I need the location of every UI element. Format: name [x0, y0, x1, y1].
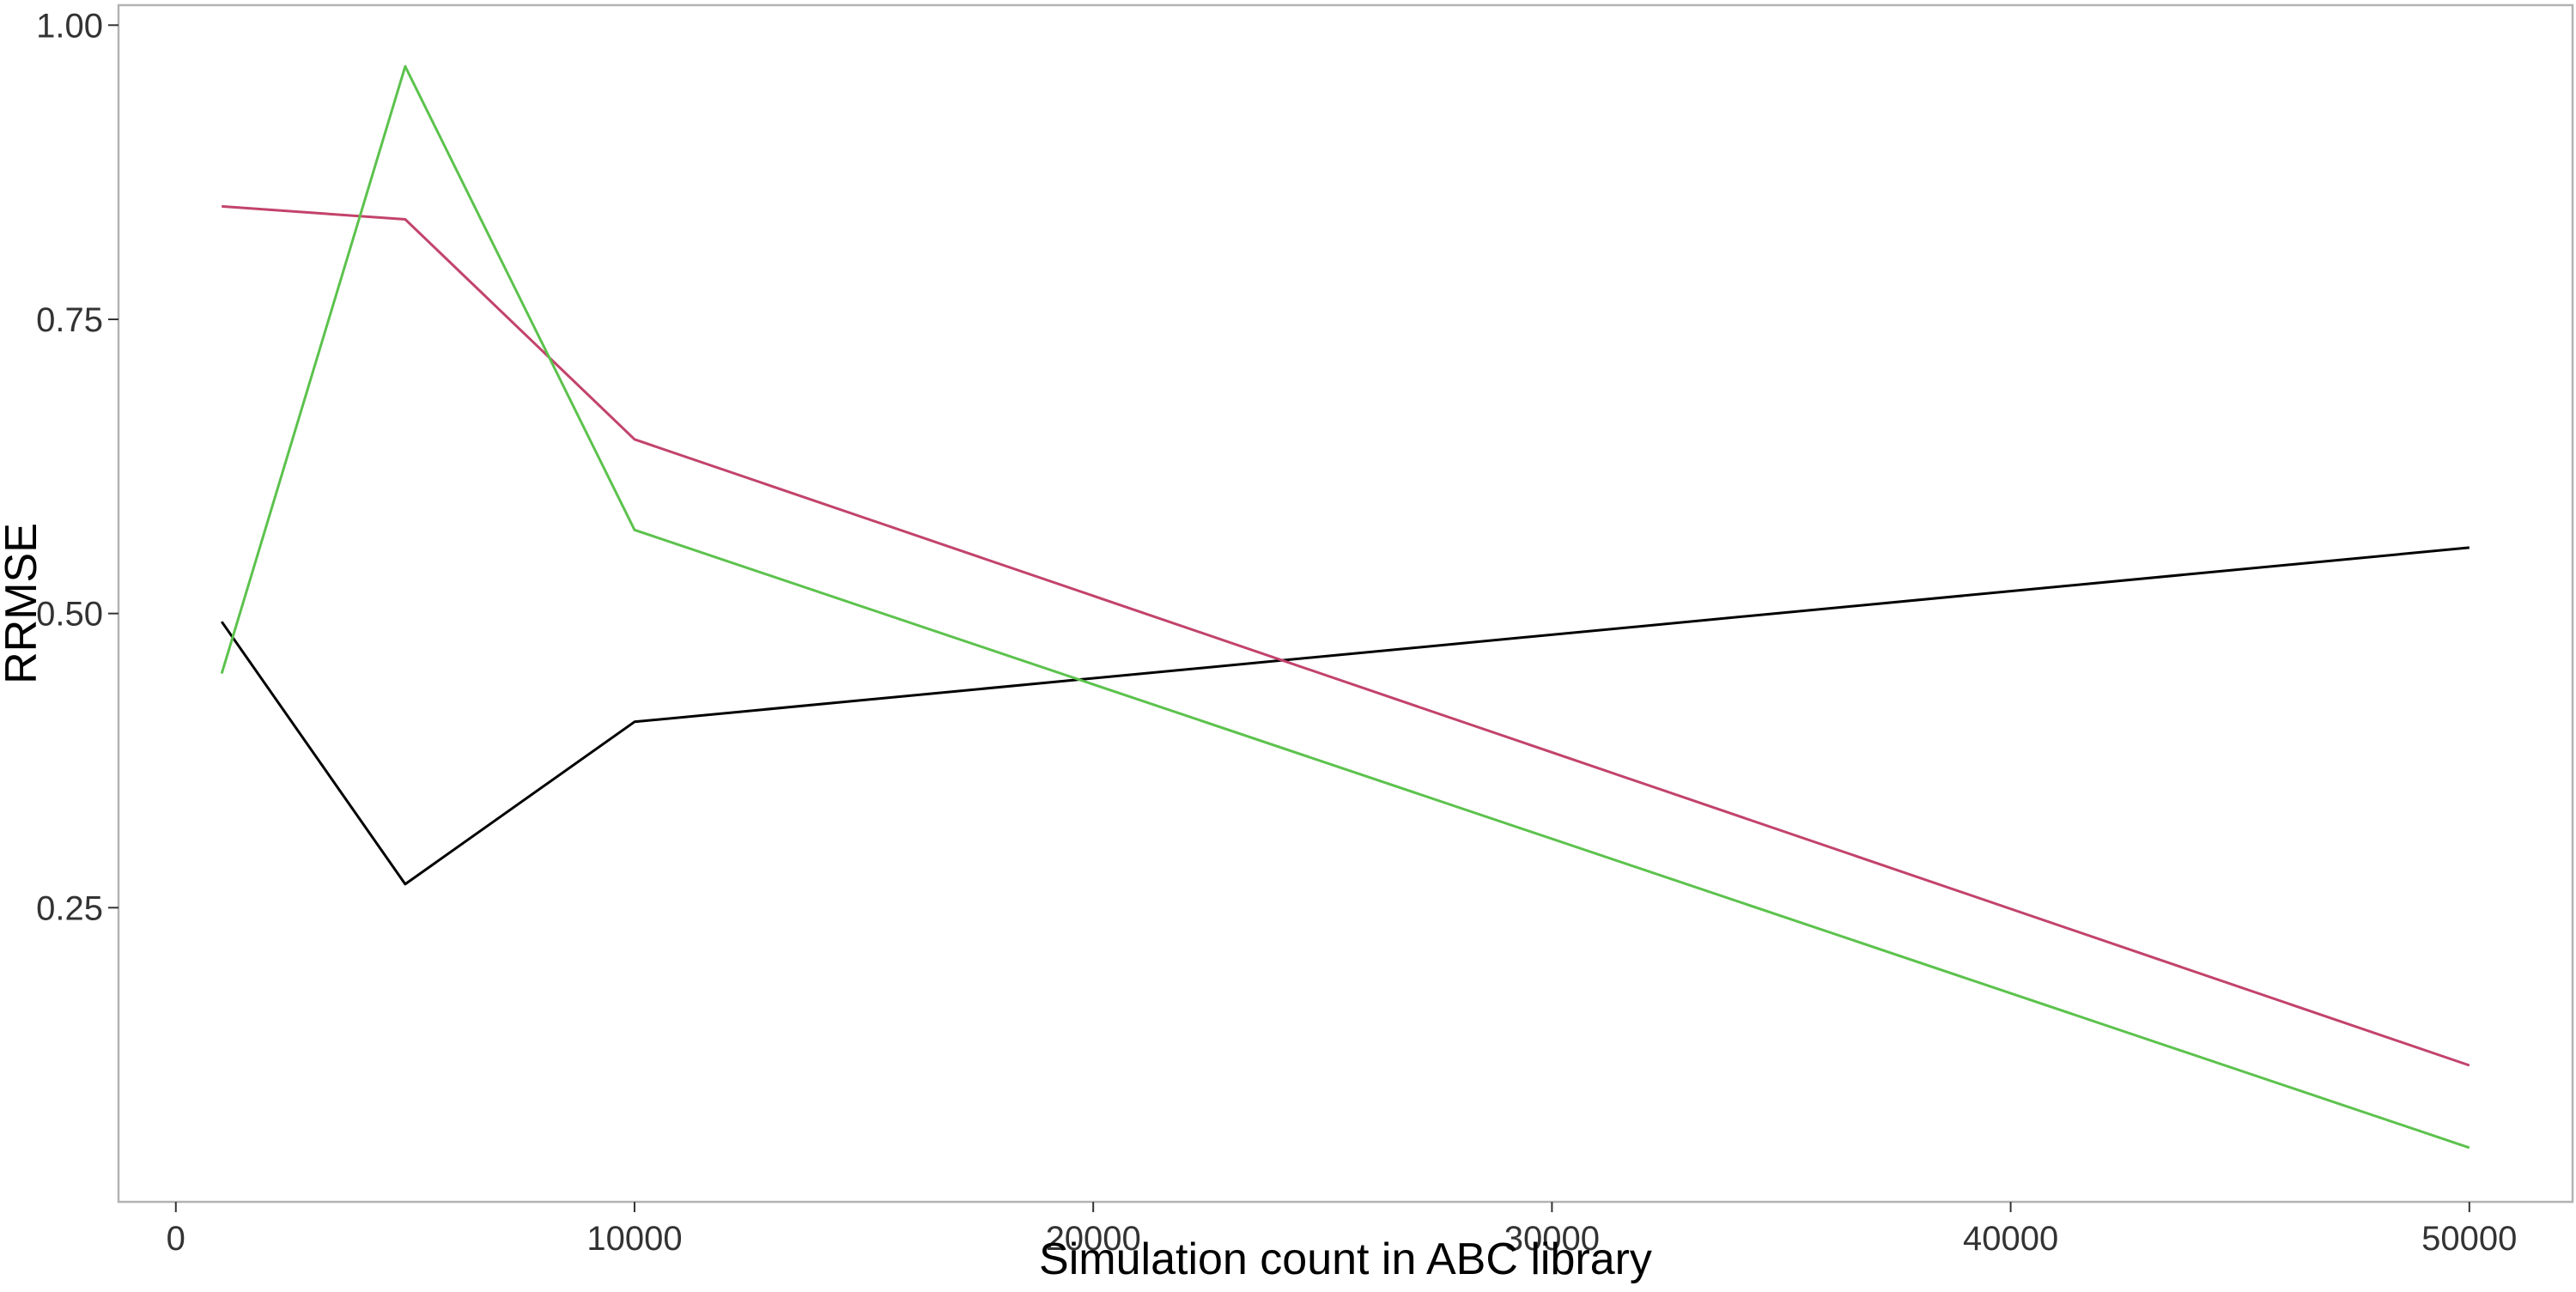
series-line-2 — [222, 204, 2470, 1067]
x-tick-label: 0 — [167, 1220, 185, 1258]
y-tick-label: 0.50 — [36, 596, 103, 634]
series-line-1 — [220, 546, 2470, 886]
x-tick-label: 50000 — [2421, 1220, 2517, 1258]
y-tick-label: 1.00 — [36, 7, 103, 45]
series-lines — [220, 64, 2470, 1149]
plot-panel-border — [117, 3, 2574, 1204]
y-axis-title: RRMSE — [0, 523, 46, 684]
x-axis-title: Simulation count in ABC library — [1039, 1234, 1652, 1284]
y-tick-label: 0.75 — [36, 301, 103, 339]
series-line-3 — [220, 64, 2470, 1149]
x-tick-label: 40000 — [1963, 1220, 2058, 1258]
y-axis-ticks: 0.25 0.50 0.75 1.00 — [36, 7, 118, 927]
x-tick-label: 20000 — [1046, 1220, 1141, 1258]
x-axis-ticks: 0 10000 20000 30000 40000 50000 — [167, 1202, 2517, 1258]
x-tick-label: 30000 — [1504, 1220, 1600, 1258]
y-tick-label: 0.25 — [36, 889, 103, 927]
x-tick-label: 10000 — [586, 1220, 682, 1258]
